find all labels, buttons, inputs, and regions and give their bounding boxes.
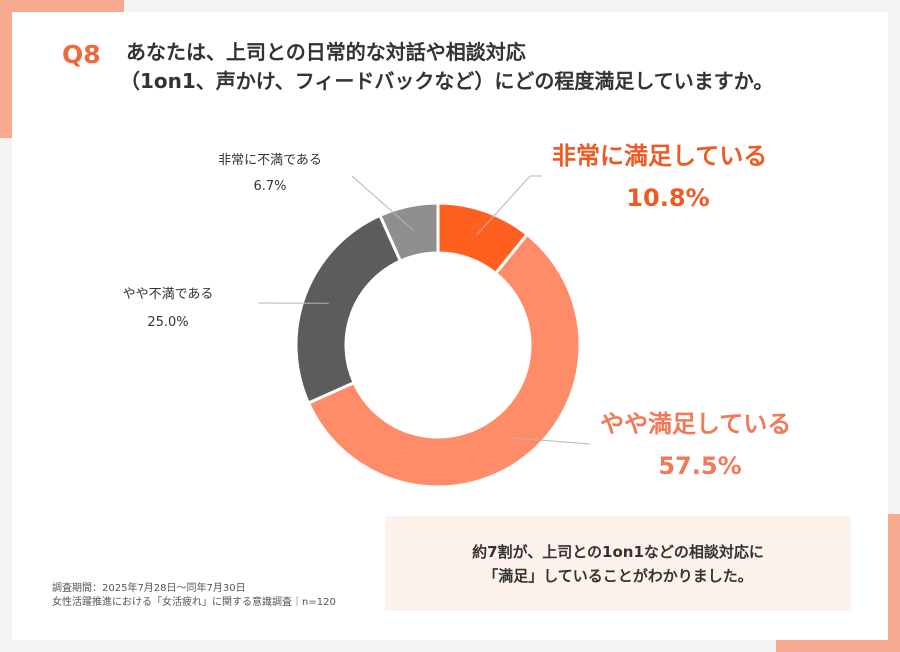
question-line-2: （1on1、声かけ、フィードバックなど）にどの程度満足していますか。: [120, 69, 774, 93]
value-very-satisfied: 10.8%: [626, 184, 709, 212]
question-text: あなたは、上司との日常的な対話や相談対応 （1on1、声かけ、フィードバックなど…: [120, 38, 846, 96]
label-very-satisfied: 非常に満足している: [552, 142, 767, 170]
corner-accent-top-left: [0, 0, 124, 12]
footnote-survey-period: 調査期間：2025年7月28日～同年7月30日: [52, 583, 246, 594]
leader-line-very-satisfied: [476, 175, 542, 236]
corner-accent-bottom-right-vertical: [888, 514, 900, 652]
slice-very-dissatisfied: [377, 201, 440, 264]
summary-line-1: 約7割が、上司との1on1などの相談対応に: [472, 542, 764, 561]
label-somewhat-satisfied: やや満足している: [600, 410, 791, 438]
footnote: 調査期間：2025年7月28日～同年7月30日 女性活躍推進における「女活疲れ」…: [52, 582, 336, 610]
value-very-dissatisfied: 6.7%: [253, 179, 286, 194]
value-somewhat-satisfied: 57.5%: [658, 452, 741, 480]
corner-accent-top-left-vertical: [0, 0, 12, 138]
footnote-survey-title: 女性活躍推進における「女活疲れ」に関する意識調査｜n=120: [52, 597, 336, 608]
corner-accent-bottom-right: [776, 640, 900, 652]
slice-somewhat-satisfied: [306, 232, 582, 489]
leader-line-somewhat-satisfied: [509, 437, 591, 445]
value-somewhat-dissatisfied: 25.0%: [147, 315, 188, 330]
leader-line-very-dissatisfied: [351, 175, 414, 231]
summary-box: 約7割が、上司との1on1などの相談対応に 「満足」していることがわかりました。: [385, 516, 851, 611]
slice-somewhat-dissatisfied: [294, 213, 403, 406]
label-very-dissatisfied: 非常に不満である: [218, 153, 322, 168]
question-line-1: あなたは、上司との日常的な対話や相談対応: [126, 40, 526, 64]
label-somewhat-dissatisfied: やや不満である: [123, 287, 214, 302]
summary-line-2: 「満足」していることがわかりました。: [483, 566, 753, 585]
question-number: Q8: [62, 40, 101, 69]
